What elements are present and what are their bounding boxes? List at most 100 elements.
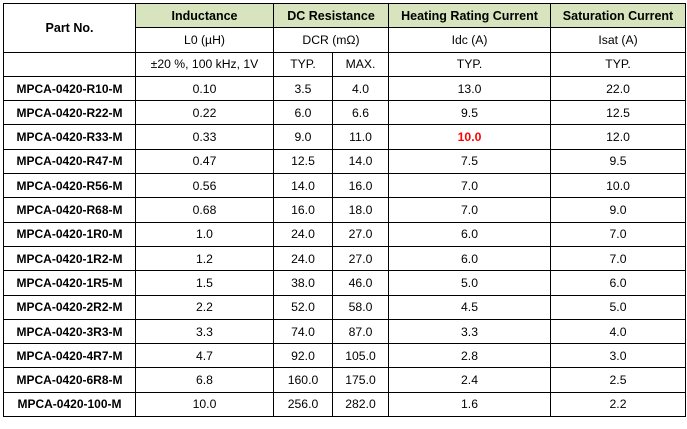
isat-cell: 22.0	[550, 75, 687, 102]
part-no-header: Part No.	[3, 3, 136, 53]
header-row: Part No. Inductance DC Resistance Heatin…	[3, 2, 687, 53]
dcr-typ-cell: 256.0	[273, 391, 333, 418]
isat-cell: 2.2	[550, 391, 687, 418]
part-number-cell: MPCA-0420-R68-M	[3, 197, 136, 223]
part-no-blank	[3, 51, 136, 77]
dcr-typ-cell: 3.5	[273, 75, 333, 102]
dcr-max-cell: 105.0	[331, 343, 390, 369]
table-row: MPCA-0420-4R7-M 4.7 92.0 105.0 2.8 3.0	[3, 343, 687, 369]
inductance-cell: 1.0	[135, 221, 274, 247]
dcr-max-cell: 46.0	[331, 270, 390, 296]
idc-cell: 7.5	[388, 148, 552, 175]
inductance-cell: 10.0	[135, 391, 274, 418]
dcr-max-cell: 58.0	[331, 294, 390, 320]
isat-cell: 6.0	[550, 270, 687, 296]
part-number-cell: MPCA-0420-R10-M	[3, 75, 136, 102]
idc-cell: 7.0	[388, 197, 552, 223]
inductance-cell: 1.2	[135, 245, 274, 272]
dcr-typ-cell: 16.0	[273, 197, 333, 223]
table-row: MPCA-0420-R47-M 0.47 12.5 14.0 7.5 9.5	[3, 148, 687, 175]
part-number-cell: MPCA-0420-100-M	[3, 391, 136, 418]
dcr-typ-cell: 38.0	[273, 270, 333, 296]
isat-cell: 12.0	[550, 124, 687, 150]
dcr-typ-cell: 74.0	[273, 318, 333, 345]
inductance-cell: 2.2	[135, 294, 274, 320]
isat-cell: 2.5	[550, 367, 687, 393]
inductance-condition: ±20 %, 100 kHz, 1V	[135, 51, 274, 77]
dc-resistance-header: DC Resistance	[272, 2, 390, 29]
table-row: MPCA-0420-3R3-M 3.3 74.0 87.0 3.3 4.0	[3, 318, 687, 345]
idc-cell: 5.0	[388, 270, 552, 296]
idc-cell: 7.0	[388, 173, 552, 199]
saturation-current-header: Saturation Current	[550, 2, 687, 29]
dcr-max-label: MAX.	[331, 51, 390, 77]
isat-typ-label: TYP.	[550, 51, 687, 77]
table-row: MPCA-0420-R22-M 0.22 6.0 6.6 9.5 12.5	[3, 100, 687, 126]
dcr-typ-cell: 92.0	[273, 343, 333, 369]
inductance-cell: 3.3	[135, 318, 274, 345]
isat-unit: Isat (A)	[550, 27, 687, 53]
isat-cell: 4.0	[550, 318, 687, 345]
idc-cell: 10.0	[388, 124, 552, 150]
dcr-max-cell: 18.0	[331, 197, 390, 223]
idc-cell: 2.8	[388, 343, 552, 369]
inductance-cell: 4.7	[135, 343, 274, 369]
dcr-max-cell: 6.6	[331, 100, 390, 126]
part-number-cell: MPCA-0420-3R3-M	[3, 318, 136, 345]
inductance-cell: 0.68	[135, 197, 274, 223]
dcr-typ-cell: 52.0	[273, 294, 333, 320]
idc-cell: 13.0	[388, 75, 552, 102]
dcr-typ-cell: 6.0	[273, 100, 333, 126]
table-row: MPCA-0420-R68-M 0.68 16.0 18.0 7.0 9.0	[3, 197, 687, 223]
idc-cell: 1.6	[388, 391, 552, 418]
table-row: MPCA-0420-1R0-M 1.0 24.0 27.0 6.0 7.0	[3, 221, 687, 247]
units-row: L0 (µH) DCR (mΩ) Idc (A) Isat (A)	[4, 27, 687, 53]
idc-typ-label: TYP.	[388, 51, 552, 77]
heating-current-header: Heating Rating Current	[388, 2, 552, 29]
part-number-cell: MPCA-0420-R56-M	[3, 173, 136, 199]
part-number-cell: MPCA-0420-4R7-M	[3, 343, 136, 369]
dcr-max-cell: 87.0	[331, 318, 390, 345]
inductance-cell: 0.22	[135, 100, 274, 126]
table-body: MPCA-0420-R10-M 0.10 3.5 4.0 13.0 22.0 MPCA-04…	[3, 75, 687, 418]
inductance-cell: 0.33	[135, 124, 274, 150]
isat-cell: 9.5	[550, 148, 687, 175]
inductance-cell: 0.10	[135, 75, 274, 102]
idc-cell: 4.5	[388, 294, 552, 320]
table-row: MPCA-0420-R10-M 0.10 3.5 4.0 13.0 22.0	[3, 75, 687, 102]
dcr-typ-label: TYP.	[273, 51, 333, 77]
part-number-cell: MPCA-0420-1R2-M	[3, 245, 136, 272]
part-number-cell: MPCA-0420-R47-M	[3, 148, 136, 175]
part-number-cell: MPCA-0420-R22-M	[3, 100, 136, 126]
idc-cell: 6.0	[388, 245, 552, 272]
dcr-max-cell: 27.0	[331, 245, 390, 272]
dcr-max-cell: 14.0	[331, 148, 390, 175]
isat-cell: 12.5	[550, 100, 687, 126]
idc-cell: 3.3	[388, 318, 552, 345]
dcr-typ-cell: 24.0	[273, 221, 333, 247]
part-number-cell: MPCA-0420-2R2-M	[3, 294, 136, 320]
inductor-spec-table: Part No. Inductance DC Resistance Heatin…	[3, 2, 687, 418]
table-row: MPCA-0420-2R2-M 2.2 52.0 58.0 4.5 5.0	[3, 294, 687, 320]
table-row: MPCA-0420-1R5-M 1.5 38.0 46.0 5.0 6.0	[3, 270, 687, 296]
inductance-cell: 1.5	[135, 270, 274, 296]
dcr-typ-cell: 14.0	[273, 173, 333, 199]
table-row: MPCA-0420-6R8-M 6.8 160.0 175.0 2.4 2.5	[3, 367, 687, 393]
dcr-unit: DCR (mΩ)	[272, 27, 390, 53]
dcr-typ-cell: 160.0	[273, 367, 333, 393]
isat-cell: 7.0	[550, 221, 687, 247]
idc-unit: Idc (A)	[388, 27, 552, 53]
dcr-max-cell: 4.0	[331, 75, 390, 102]
isat-cell: 5.0	[550, 294, 687, 320]
dcr-max-cell: 175.0	[331, 367, 390, 393]
table-row: MPCA-0420-1R2-M 1.2 24.0 27.0 6.0 7.0	[3, 245, 687, 272]
inductance-cell: 0.47	[135, 148, 274, 175]
idc-cell: 6.0	[388, 221, 552, 247]
inductance-header: Inductance	[135, 2, 274, 29]
inductance-cell: 0.56	[135, 173, 274, 199]
idc-cell: 2.4	[388, 367, 552, 393]
dcr-max-cell: 27.0	[331, 221, 390, 247]
dcr-typ-cell: 9.0	[273, 124, 333, 150]
isat-cell: 9.0	[550, 197, 687, 223]
part-number-cell: MPCA-0420-1R0-M	[3, 221, 136, 247]
